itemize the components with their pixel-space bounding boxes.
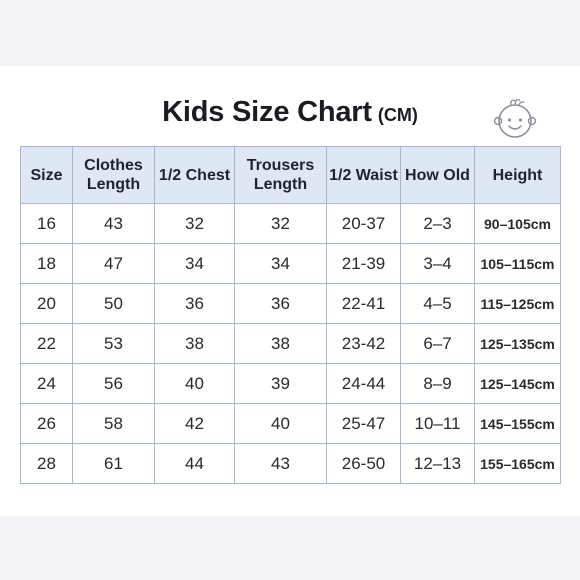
cell-clothes-length: 56 [72,363,155,404]
cell-clothes-length: 43 [72,203,155,244]
cell-half-waist: 20-37 [326,203,401,244]
header-size: Size [20,146,73,204]
cell-how-old: 4–5 [400,283,475,324]
table-row: 20 50 36 36 22-41 4–5 115–125cm [20,283,561,324]
title-row: Kids Size Chart (CM) [0,96,580,136]
table-row: 22 53 38 38 23-42 6–7 125–135cm [20,323,561,364]
cell-height: 90–105cm [474,203,561,244]
header-clothes-length: Clothes Length [72,146,155,204]
cell-how-old: 12–13 [400,443,475,484]
cell-trousers-length: 38 [234,323,327,364]
cell-clothes-length: 50 [72,283,155,324]
cell-clothes-length: 58 [72,403,155,444]
cell-size: 16 [20,203,73,244]
cell-height: 125–135cm [474,323,561,364]
cell-height: 145–155cm [474,403,561,444]
table-row: 18 47 34 34 21-39 3–4 105–115cm [20,243,561,284]
cell-half-waist: 25-47 [326,403,401,444]
cell-clothes-length: 61 [72,443,155,484]
cell-half-chest: 38 [154,323,235,364]
header-how-old: How Old [400,146,475,204]
cell-trousers-length: 43 [234,443,327,484]
table-row: 28 61 44 43 26-50 12–13 155–165cm [20,443,561,484]
cell-clothes-length: 53 [72,323,155,364]
cell-half-chest: 32 [154,203,235,244]
cell-half-waist: 26-50 [326,443,401,484]
header-half-chest: 1/2 Chest [154,146,235,204]
table-row: 16 43 32 32 20-37 2–3 90–105cm [20,203,561,244]
cell-size: 24 [20,363,73,404]
cell-half-chest: 40 [154,363,235,404]
table-header-row: Size Clothes Length 1/2 Chest Trousers L… [20,146,561,204]
cell-size: 20 [20,283,73,324]
cell-height: 115–125cm [474,283,561,324]
cell-half-chest: 44 [154,443,235,484]
cell-height: 155–165cm [474,443,561,484]
cell-height: 105–115cm [474,243,561,284]
cell-half-waist: 23-42 [326,323,401,364]
cell-half-waist: 22-41 [326,283,401,324]
cell-trousers-length: 40 [234,403,327,444]
cell-how-old: 3–4 [400,243,475,284]
cell-half-waist: 24-44 [326,363,401,404]
cell-how-old: 10–11 [400,403,475,444]
cell-height: 125–145cm [474,363,561,404]
baby-face-icon [493,98,537,138]
header-height: Height [474,146,561,204]
cell-half-chest: 36 [154,283,235,324]
table-row: 24 56 40 39 24-44 8–9 125–145cm [20,363,561,404]
page-title: Kids Size Chart [162,96,372,128]
cell-size: 28 [20,443,73,484]
size-table: Size Clothes Length 1/2 Chest Trousers L… [20,146,561,484]
cell-size: 22 [20,323,73,364]
cell-half-chest: 42 [154,403,235,444]
header-half-waist: 1/2 Waist [326,146,401,204]
cell-trousers-length: 32 [234,203,327,244]
size-chart-card: Kids Size Chart (CM) Size Clothes Length … [0,66,580,516]
title-unit: (CM) [377,105,418,125]
cell-trousers-length: 34 [234,243,327,284]
cell-size: 18 [20,243,73,284]
cell-trousers-length: 36 [234,283,327,324]
cell-clothes-length: 47 [72,243,155,284]
cell-how-old: 6–7 [400,323,475,364]
cell-half-waist: 21-39 [326,243,401,284]
cell-trousers-length: 39 [234,363,327,404]
cell-half-chest: 34 [154,243,235,284]
header-trousers-length: Trousers Length [234,146,327,204]
cell-how-old: 2–3 [400,203,475,244]
cell-size: 26 [20,403,73,444]
table-row: 26 58 42 40 25-47 10–11 145–155cm [20,403,561,444]
cell-how-old: 8–9 [400,363,475,404]
